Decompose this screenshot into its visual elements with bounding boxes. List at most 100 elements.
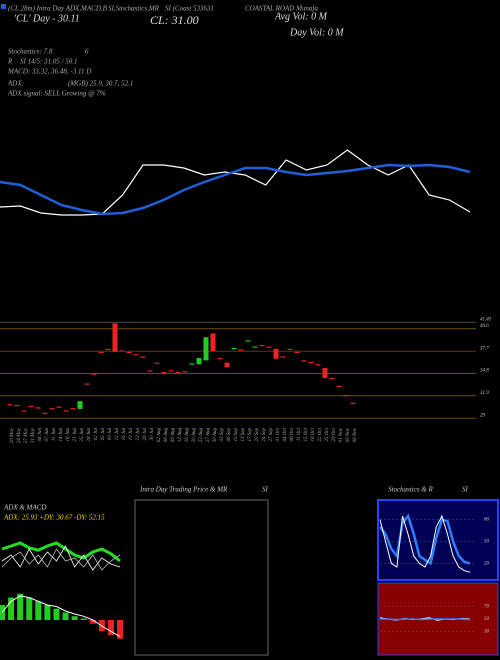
candle-body	[14, 405, 20, 407]
y-tick-label: 50	[484, 540, 490, 545]
candle-body	[224, 362, 230, 368]
header-text: MACD: 33.32, 36.48, -3.11 D	[7, 68, 91, 76]
x-tick-label: 06 Sep	[227, 428, 232, 442]
header-text: Day Vol: 0 M	[289, 27, 344, 38]
y-tick-label: 37.7	[480, 346, 489, 351]
candle-body	[252, 346, 258, 348]
candle-body	[112, 323, 118, 352]
x-tick-label: 03 Sep	[220, 428, 225, 442]
x-tick-label: 31 May	[31, 427, 36, 443]
x-tick-label: 16 Aug	[185, 428, 190, 443]
candle-body	[259, 344, 265, 347]
candle-body	[91, 373, 97, 375]
candle-body	[63, 410, 69, 412]
candle-body	[49, 408, 55, 410]
panel-subtitle: ADX: 25.93 +DY: 30.67 -DY: 52.15	[3, 514, 105, 522]
candle-body	[343, 395, 349, 397]
x-tick-label: 20 Aug	[192, 428, 197, 443]
candle-body	[308, 361, 314, 364]
line	[0, 163, 471, 216]
candle-body	[350, 402, 356, 404]
x-tick-label: 17 Sep	[248, 428, 253, 442]
candle-body	[245, 340, 251, 342]
x-tick-label: 08 Oct	[290, 427, 295, 441]
macd-bar	[35, 601, 42, 620]
x-tick-label: 08 Nov	[353, 427, 358, 442]
candle-body	[189, 363, 195, 365]
y-tick-label: 20	[484, 562, 490, 567]
x-tick-label: 10 Sep	[234, 428, 239, 442]
candle-body	[161, 371, 167, 374]
x-tick-label: 05 Nov	[346, 427, 351, 442]
candle-body	[280, 356, 286, 358]
header-text: ADX signal: SELL Growing @ 7%	[7, 90, 106, 98]
panel-title: Stochastics & R	[388, 486, 433, 494]
candle-body	[42, 412, 48, 414]
candle-body	[28, 405, 34, 408]
x-tick-label: 02 Aug	[157, 428, 162, 443]
line	[379, 513, 471, 566]
x-tick-label: 09 Jul	[108, 427, 113, 440]
x-tick-label: 21 Jun	[73, 428, 78, 442]
legend-box	[1, 4, 6, 9]
x-tick-label: 27 Aug	[206, 428, 211, 443]
header-text: Stochastics: 7.8	[8, 48, 53, 56]
candle-body	[77, 401, 83, 409]
candle-body	[168, 370, 174, 372]
y-tick-label: 34.8	[480, 369, 489, 374]
x-tick-label: 20 Sep	[255, 428, 260, 442]
y-tick-label: 40.6	[480, 324, 489, 329]
x-tick-label: 24 Sep	[262, 428, 267, 442]
panel-title: Intra Day Trading Price & MR	[139, 486, 228, 494]
x-tick-label: 16 Jul	[122, 427, 127, 440]
x-tick-label: 29 Oct	[332, 427, 337, 441]
candle-body	[126, 351, 132, 354]
line	[1, 541, 121, 563]
x-tick-label: 27 May	[24, 427, 29, 443]
y-tick-label: 80	[484, 518, 490, 523]
candle-body	[84, 383, 90, 385]
candle-body	[294, 351, 300, 354]
candle-body	[196, 358, 202, 365]
header-text: SI,Stochastics,MR	[108, 5, 160, 13]
candle-body	[287, 348, 293, 351]
candle-body	[315, 364, 321, 366]
line	[1, 545, 121, 571]
x-tick-label: 27 Sep	[269, 428, 274, 442]
candle-body	[147, 370, 153, 372]
x-tick-label: 12 Jul	[115, 427, 120, 440]
panel-subtitle: SI	[462, 486, 469, 494]
candle-body	[182, 371, 188, 373]
candle-body	[133, 354, 139, 356]
x-tick-label: 01 Nov	[339, 427, 344, 442]
x-tick-label: 25 Oct	[325, 427, 330, 441]
y-tick-label: 30	[484, 630, 490, 635]
x-tick-label: 11 Oct	[297, 427, 302, 441]
candle-body	[140, 356, 146, 358]
y-tick-label: 41.45	[480, 317, 492, 322]
x-tick-label: 01 Oct	[276, 427, 281, 441]
intraday-box	[134, 499, 269, 656]
y-tick-label: 70	[484, 605, 490, 610]
x-tick-label: 06 Aug	[164, 428, 169, 443]
candle-body	[119, 350, 125, 352]
panel-subtitle: SI	[262, 486, 269, 494]
x-tick-label: 13 Sep	[241, 428, 246, 442]
x-tick-label: 20 May	[10, 427, 15, 443]
candle-body	[21, 410, 27, 412]
macd-bar	[53, 608, 60, 620]
macd-bar	[17, 593, 24, 620]
candle-body	[231, 348, 237, 350]
x-tick-label: 28 Jun	[87, 428, 92, 442]
candle-body	[266, 346, 272, 348]
macd-bar	[80, 618, 87, 620]
x-tick-label: 23 Jul	[136, 427, 141, 440]
candle-body	[70, 408, 76, 410]
y-tick-label: 29	[480, 413, 486, 418]
line	[379, 514, 471, 573]
x-tick-label: 11 Jun	[52, 428, 57, 442]
x-tick-label: 02 Jul	[94, 427, 99, 440]
candle-body	[301, 360, 307, 362]
header-text: 6	[85, 48, 89, 56]
